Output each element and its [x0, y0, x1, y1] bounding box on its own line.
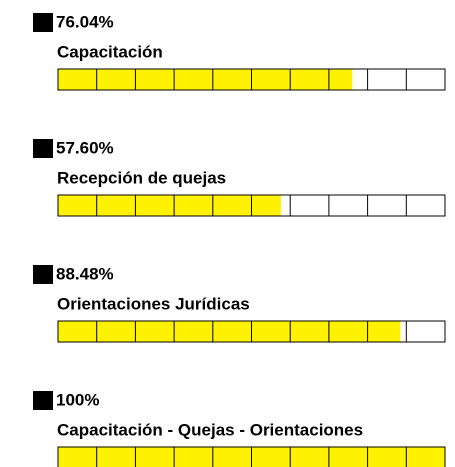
bar-outline: [57, 68, 446, 91]
category-label: Orientaciones Jurídicas: [57, 294, 250, 313]
bar-outline: [57, 194, 446, 217]
bar: [58, 69, 353, 90]
value-label: 88.48%: [56, 264, 114, 283]
category-label: Recepción de quejas: [57, 168, 226, 187]
bullet: [33, 391, 53, 410]
bar: [58, 321, 401, 342]
bullet: [33, 139, 53, 158]
value-label: 100%: [56, 390, 99, 409]
bullet: [33, 265, 53, 284]
bar-outline: [57, 320, 446, 343]
value-label: 57.60%: [56, 138, 114, 157]
bar: [58, 195, 281, 216]
category-label: Capacitación - Quejas - Orientaciones: [57, 420, 363, 439]
bullet: [33, 13, 53, 32]
category-label: Capacitación: [57, 42, 163, 61]
bar-outline: [57, 446, 446, 467]
value-label: 76.04%: [56, 12, 114, 31]
